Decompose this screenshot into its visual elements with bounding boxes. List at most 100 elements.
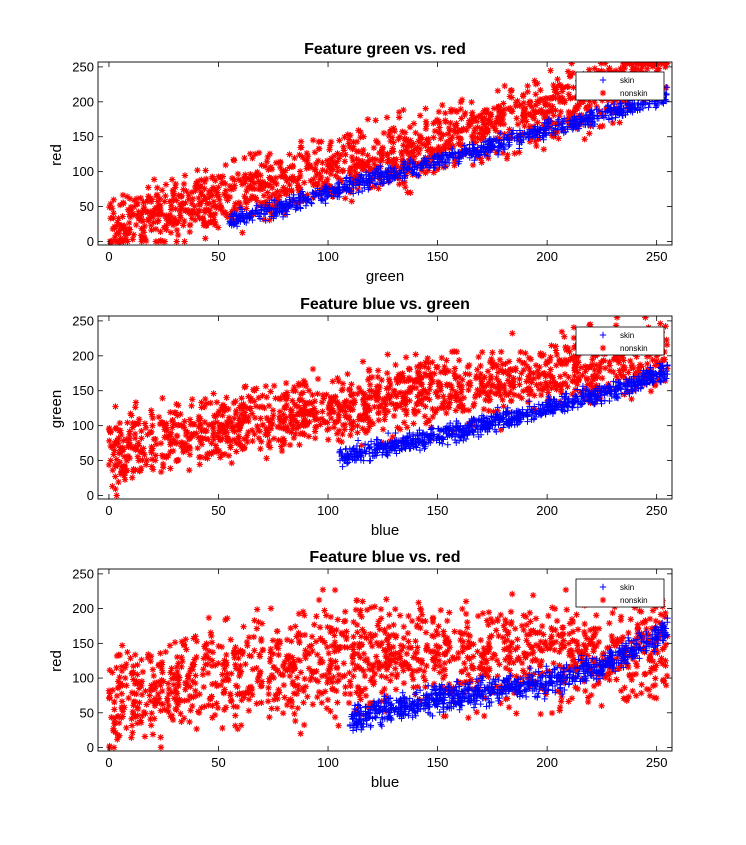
data-point-nonskin [379,426,387,433]
data-point-nonskin [424,167,432,174]
data-point-skin [344,459,352,466]
data-point-nonskin [170,196,177,203]
data-point-nonskin [202,222,210,230]
data-point-nonskin [260,216,268,223]
data-point-nonskin [421,363,428,370]
data-point-nonskin [167,229,175,236]
data-point-nonskin [109,205,116,212]
data-point-nonskin [588,363,595,371]
data-point-nonskin [530,405,537,413]
data-point-nonskin [431,127,439,135]
data-point-skin [350,184,357,192]
data-point-nonskin [493,363,500,370]
data-point-nonskin [373,395,381,403]
data-point-nonskin [402,394,410,401]
legend-marker-skin [599,331,607,339]
data-point-nonskin [377,401,385,408]
data-point-nonskin [282,379,290,387]
data-point-nonskin [637,67,645,74]
data-point-nonskin [202,645,209,652]
data-point-nonskin [451,628,458,635]
data-point-skin [547,407,555,414]
data-point-nonskin [281,440,288,448]
data-point-nonskin [265,166,272,173]
data-point-nonskin [617,65,624,73]
data-point-nonskin [520,387,527,395]
data-point-skin [579,383,587,390]
data-point-skin [506,139,513,146]
data-point-nonskin [357,128,364,136]
data-point-nonskin [569,391,576,398]
data-point-nonskin [256,428,264,435]
data-point-nonskin [353,621,361,629]
data-point-nonskin [345,136,353,143]
data-point-nonskin [505,358,513,365]
data-point-nonskin [572,104,579,112]
data-point-nonskin [479,349,486,356]
data-point-nonskin [413,363,421,370]
data-point-nonskin [335,414,342,421]
data-point-nonskin [341,426,348,433]
data-point-nonskin [448,348,456,356]
data-point-nonskin [586,98,593,105]
data-point-nonskin [135,415,143,423]
data-point-nonskin [138,435,145,442]
data-point-nonskin [296,168,304,175]
data-point-nonskin [188,189,196,196]
data-point-nonskin [291,154,298,162]
data-point-nonskin [523,378,530,385]
data-point-nonskin [493,657,501,664]
data-point-nonskin [512,99,520,106]
data-point-nonskin [383,385,390,392]
data-point-nonskin [647,388,655,395]
data-point-nonskin [495,103,502,111]
data-point-nonskin [155,238,162,245]
data-point-nonskin [300,377,308,385]
data-point-nonskin [651,681,659,689]
data-point-nonskin [388,149,395,156]
data-point-nonskin [305,387,313,394]
data-point-nonskin [472,375,480,382]
data-point-nonskin [278,447,286,455]
data-point-nonskin [384,150,391,157]
data-point-skin [462,435,470,443]
data-point-nonskin [163,425,171,433]
data-point-skin [236,215,243,222]
data-point-nonskin [230,185,238,192]
data-point-skin [587,108,595,116]
data-point-nonskin [501,389,509,396]
data-point-nonskin [224,435,232,442]
data-point-skin [299,194,307,201]
data-point-nonskin [263,393,270,401]
data-point-nonskin [265,194,273,201]
legend-label-nonskin: nonskin [620,344,648,353]
data-point-nonskin [341,400,349,408]
data-point-skin [343,460,351,467]
data-point-skin [628,382,636,390]
data-point-nonskin [301,406,309,413]
data-point-nonskin [191,216,199,224]
data-point-nonskin [278,443,285,450]
data-point-nonskin [472,139,479,146]
data-point-nonskin [396,374,403,381]
data-point-nonskin [501,385,508,393]
data-point-nonskin [532,102,540,109]
data-point-nonskin [405,139,413,146]
data-point-nonskin [296,397,303,404]
data-point-nonskin [364,414,372,421]
data-point-nonskin [367,394,375,402]
data-point-nonskin [280,419,288,426]
data-point-nonskin [126,431,133,439]
data-point-nonskin [312,160,320,168]
data-point-nonskin [502,360,509,367]
data-point-nonskin [298,144,305,151]
data-point-nonskin [234,691,241,698]
data-point-nonskin [447,137,454,144]
data-point-nonskin [158,452,166,459]
data-point-nonskin [538,110,545,117]
data-point-nonskin [410,120,418,127]
data-point-nonskin [148,226,155,234]
data-point-skin [403,165,410,172]
data-point-nonskin [228,175,236,182]
data-point-skin [347,451,354,458]
